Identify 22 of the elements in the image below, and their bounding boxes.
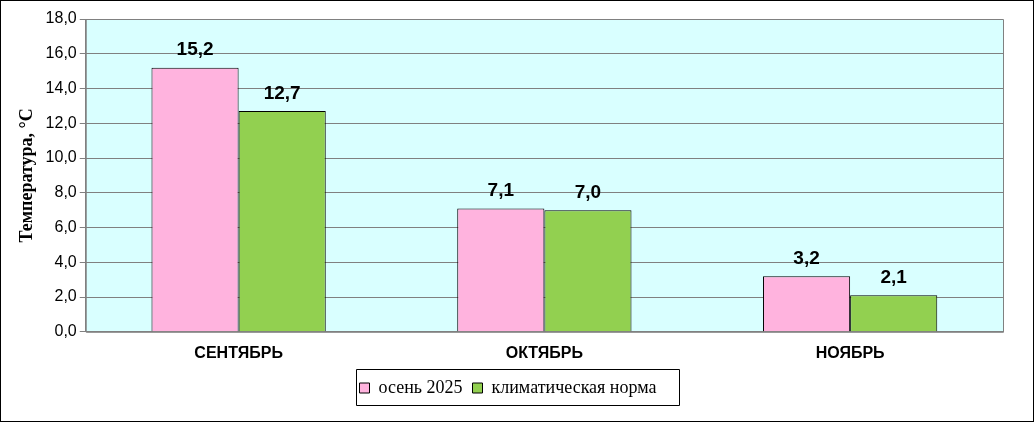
y-tick-label: 16,0 [45, 44, 77, 62]
y-tick-label: 4,0 [54, 252, 77, 270]
data-label: 7,0 [574, 180, 602, 202]
y-tick-label: 12,0 [45, 113, 77, 131]
y-axis-title: Температура, °С [16, 108, 37, 243]
data-label: 2,1 [880, 266, 908, 288]
y-tick-label: 18,0 [45, 9, 77, 27]
x-tick-label: ОКТЯБРЬ [505, 343, 584, 361]
y-tick-label: 10,0 [45, 148, 77, 166]
data-label: 15,2 [176, 38, 214, 60]
y-tick-label: 6,0 [54, 217, 77, 235]
legend-label: климатическая норма [491, 376, 657, 397]
y-tick-label: 0,0 [54, 322, 77, 340]
x-tick-label: СЕНТЯБРЬ [194, 343, 283, 361]
y-tick-label: 8,0 [54, 183, 77, 201]
data-label: 12,7 [263, 81, 301, 103]
legend-label: осень 2025 [378, 376, 463, 397]
y-tick-label: 14,0 [45, 78, 77, 96]
y-tick-label: 2,0 [54, 287, 77, 305]
data-label: 7,1 [487, 179, 515, 201]
x-tick-label: НОЯБРЬ [815, 343, 885, 361]
data-label: 3,2 [793, 246, 820, 268]
